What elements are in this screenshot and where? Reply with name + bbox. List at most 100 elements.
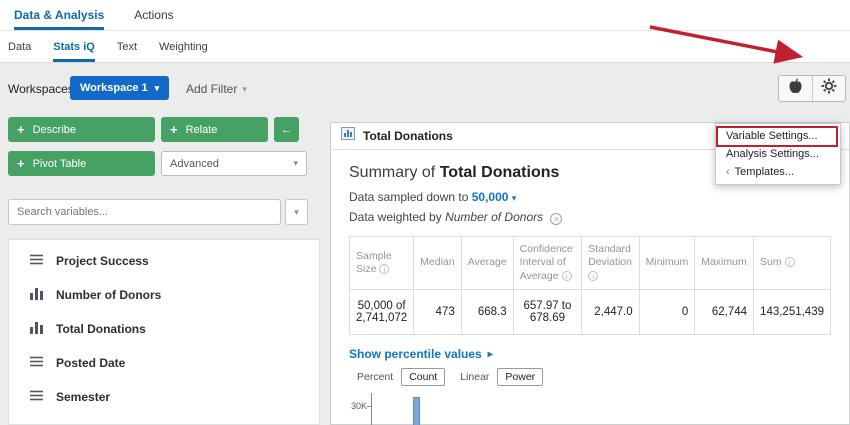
toggle-power[interactable]: Power (497, 368, 544, 386)
workspaces-label: Workspaces: (8, 82, 78, 96)
tab-data[interactable]: Data (8, 40, 32, 53)
bar-chart-icon (30, 287, 43, 303)
collapse-panel-button[interactable]: ← (274, 117, 299, 142)
value-sample-size: 50,000 of 2,741,072 (348, 289, 415, 335)
analysis-settings-label: Analysis Settings... (726, 148, 819, 160)
plus-icon: + (17, 122, 25, 137)
relate-button[interactable]: + Relate (161, 117, 268, 142)
col-minimum: Minimum (638, 236, 696, 290)
y-axis-line (371, 393, 372, 425)
search-input[interactable] (9, 206, 280, 218)
variable-search (8, 199, 281, 225)
chevron-down-icon: ▾ (154, 82, 160, 93)
triangle-right-icon: ▸ (487, 348, 493, 360)
variable-item-project-success[interactable]: Project Success (9, 244, 319, 278)
tab-text[interactable]: Text (116, 40, 138, 53)
variable-settings-label: Variable Settings... (726, 130, 818, 142)
chevron-down-icon: ▾ (242, 83, 247, 94)
workspace-selector[interactable]: Workspace 1 ▾ (70, 76, 170, 100)
variable-label: Total Donations (56, 322, 146, 336)
describe-button[interactable]: + Describe (8, 117, 155, 142)
add-filter-button[interactable]: Add Filter ▾ (186, 82, 247, 96)
card-title: Total Donations (363, 129, 453, 143)
y-axis-tick (367, 406, 371, 407)
analysis-card: Total Donations × Summary of Total Donat… (330, 122, 850, 425)
sampled-line: Data sampled down to 50,000 ▾ (349, 190, 831, 204)
remove-weight-icon[interactable]: × (550, 213, 563, 225)
toggle-linear[interactable]: Linear (460, 371, 490, 383)
pivot-table-button-label: Pivot Table (32, 157, 87, 170)
top-nav: Data & Analysis Actions (0, 0, 850, 31)
tab-actions[interactable]: Actions (134, 8, 174, 22)
variable-label: Number of Donors (56, 288, 162, 302)
apple-icon (788, 78, 803, 99)
plus-icon: + (17, 156, 25, 171)
chart-toggle-group: Percent Count Linear Power (349, 368, 831, 386)
instructor-apple-button[interactable] (779, 76, 812, 101)
menu-item-analysis-settings[interactable]: Analysis Settings... (716, 145, 840, 163)
summary-table-header-row: Sample Size i Median Average Confidence … (348, 236, 831, 290)
arrow-left-icon: ← (281, 123, 292, 136)
sample-size-link[interactable]: 50,000 (471, 190, 509, 204)
variable-item-semester[interactable]: Semester (9, 380, 319, 414)
plus-icon: + (170, 122, 178, 137)
show-percentile-link[interactable]: Show percentile values ▸ (349, 347, 831, 361)
tab-weighting[interactable]: Weighting (159, 40, 208, 53)
menu-item-templates[interactable]: ‹ Templates... (716, 163, 840, 181)
advanced-dropdown-label: Advanced (170, 157, 219, 170)
histogram-bar (413, 397, 420, 425)
sampled-prefix: Data sampled down to (349, 190, 469, 204)
toggle-percent[interactable]: Percent (357, 371, 394, 383)
value-maximum: 62,744 (694, 289, 755, 335)
variable-label: Project Success (56, 254, 149, 268)
gear-icon (821, 78, 837, 99)
templates-label: Templates... (734, 166, 794, 178)
settings-gear-button[interactable] (811, 76, 846, 101)
bar-chart-icon (341, 127, 355, 145)
col-maximum: Maximum (694, 236, 755, 290)
col-average: Average (460, 236, 514, 290)
variable-label: Posted Date (56, 356, 126, 370)
toolbar-icon-group (778, 75, 846, 102)
pivot-table-button[interactable]: + Pivot Table (8, 151, 155, 176)
summary-heading: Summary of Total Donations (349, 164, 831, 182)
y-axis-tick-label: 30K (350, 401, 367, 411)
info-icon[interactable]: i (561, 270, 572, 281)
relate-button-label: Relate (185, 123, 218, 136)
sub-nav: Data Stats iQ Text Weighting (0, 31, 850, 63)
col-sum: Sum i (753, 236, 831, 290)
variable-item-posted-date[interactable]: Posted Date (9, 346, 319, 380)
summary-table: Sample Size i Median Average Confidence … (348, 236, 831, 335)
chevron-down-icon: ▾ (294, 206, 299, 217)
weighted-line: Data weighted by Number of Donors × (349, 210, 831, 225)
workspace-selector-label: Workspace 1 (80, 82, 148, 94)
variable-item-number-of-donors[interactable]: Number of Donors (9, 278, 319, 312)
value-sum: 143,251,439 (753, 289, 831, 335)
info-icon[interactable]: i (379, 264, 390, 274)
list-icon (30, 254, 43, 268)
col-median: Median (413, 236, 462, 290)
value-minimum: 0 (638, 289, 696, 335)
describe-button-label: Describe (32, 123, 76, 136)
summary-subject: Total Donations (439, 164, 560, 181)
search-options-button[interactable]: ▾ (285, 199, 308, 225)
variable-label: Semester (56, 390, 111, 404)
tab-stats-iq[interactable]: Stats iQ (53, 31, 95, 62)
analysis-card-body: Summary of Total Donations Data sampled … (331, 150, 849, 386)
info-icon[interactable]: i (784, 257, 795, 268)
col-sample-size: Sample Size i (348, 236, 415, 290)
list-icon (30, 356, 43, 370)
settings-menu: Variable Settings... Analysis Settings..… (715, 123, 841, 185)
variable-item-total-donations[interactable]: Total Donations (9, 312, 319, 346)
chevron-down-icon[interactable]: ▾ (511, 193, 517, 203)
toggle-count[interactable]: Count (401, 368, 446, 386)
list-icon (30, 390, 43, 404)
tab-data-and-analysis[interactable]: Data & Analysis (14, 0, 105, 30)
add-filter-label: Add Filter (186, 82, 238, 96)
value-median: 473 (413, 289, 462, 335)
advanced-dropdown[interactable]: Advanced ▾ (161, 151, 307, 176)
info-icon[interactable]: i (588, 270, 599, 281)
menu-item-variable-settings[interactable]: Variable Settings... (716, 127, 840, 145)
value-average: 668.3 (460, 289, 514, 335)
